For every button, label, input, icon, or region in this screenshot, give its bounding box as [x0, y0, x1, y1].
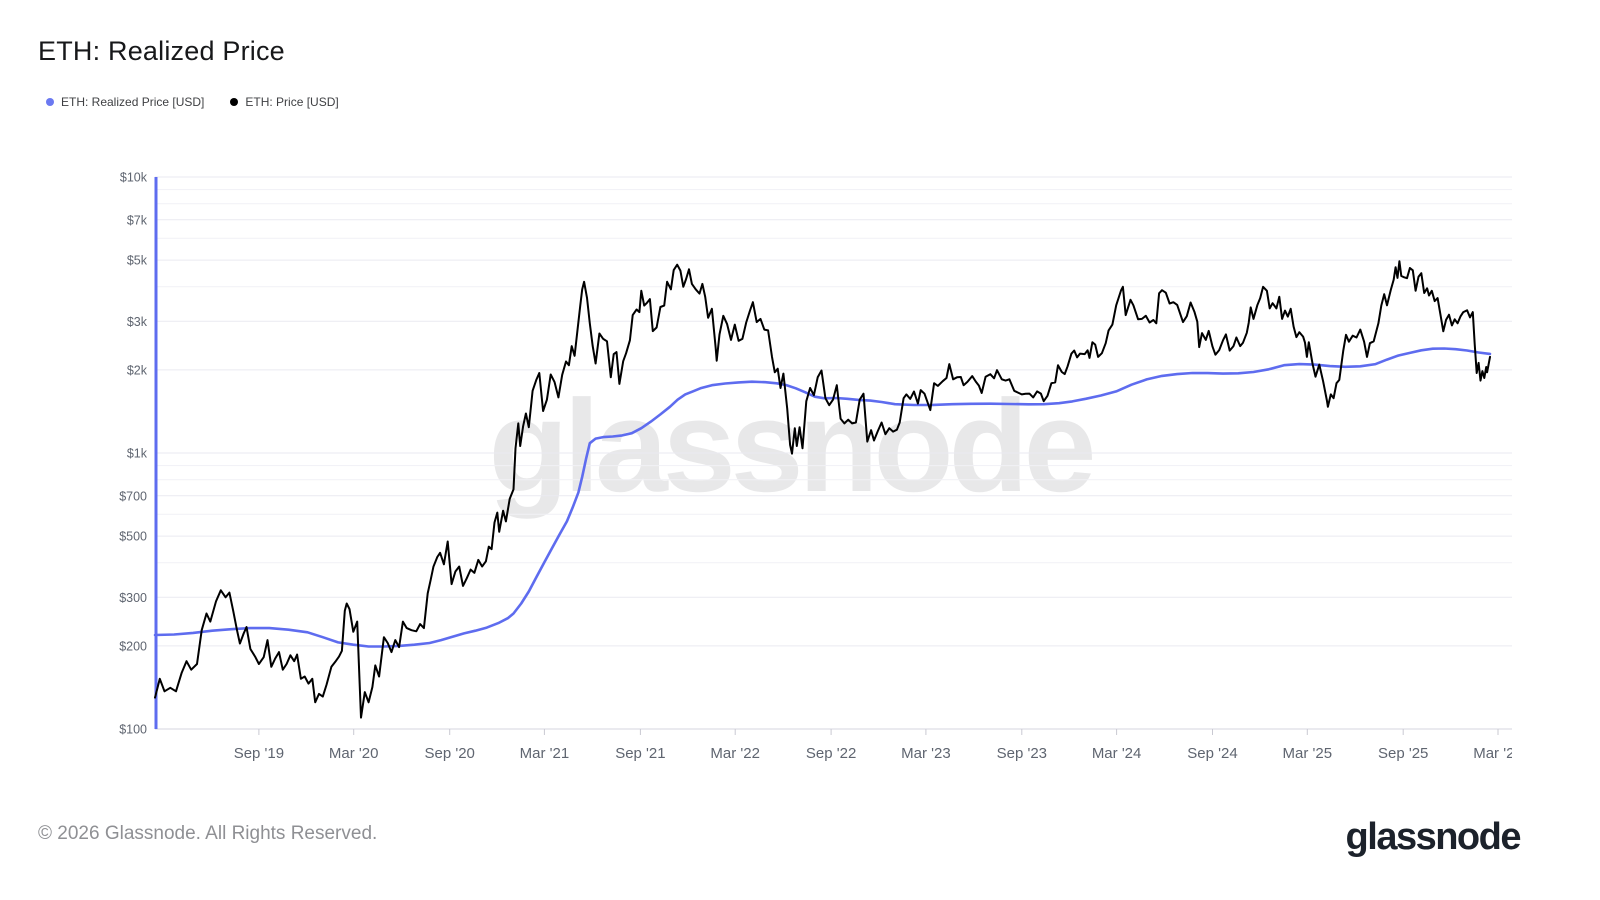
svg-text:Sep '20: Sep '20	[424, 745, 474, 762]
svg-text:$300: $300	[119, 591, 147, 605]
svg-text:Mar '21: Mar '21	[520, 745, 570, 762]
svg-text:Mar '20: Mar '20	[329, 745, 379, 762]
legend-item-realized-price[interactable]: ETH: Realized Price [USD]	[46, 95, 204, 109]
svg-text:$2k: $2k	[127, 363, 148, 377]
svg-text:Mar '24: Mar '24	[1092, 745, 1142, 762]
svg-text:Sep '22: Sep '22	[806, 745, 856, 762]
svg-text:$200: $200	[119, 639, 147, 653]
legend-label-price: ETH: Price [USD]	[245, 95, 339, 109]
svg-text:Sep '19: Sep '19	[234, 745, 284, 762]
svg-text:$10k: $10k	[120, 171, 148, 185]
legend-marker-realized-price	[46, 98, 54, 106]
svg-text:$700: $700	[119, 489, 147, 503]
legend-marker-price	[230, 98, 239, 106]
svg-text:Mar '25: Mar '25	[1283, 745, 1333, 762]
svg-text:$3k: $3k	[127, 315, 148, 329]
svg-text:$1k: $1k	[127, 447, 148, 461]
chart-area[interactable]: $10k $7k $5k $3k $2k $1k $700 $500 $300 $200 $100 S…	[0, 150, 1512, 800]
svg-text:$5k: $5k	[127, 254, 148, 268]
svg-text:Sep '25: Sep '25	[1378, 745, 1428, 762]
svg-text:Sep '21: Sep '21	[615, 745, 665, 762]
svg-text:Mar '23: Mar '23	[901, 745, 951, 762]
svg-text:Sep '24: Sep '24	[1187, 745, 1237, 762]
glassnode-logo: glassnode	[1345, 816, 1522, 858]
svg-text:Sep '23: Sep '23	[997, 745, 1047, 762]
svg-text:$7k: $7k	[127, 213, 148, 227]
svg-text:Mar '26: Mar '26	[1473, 745, 1512, 762]
svg-text:Mar '22: Mar '22	[710, 745, 760, 762]
page-title: ETH: Realized Price	[38, 36, 285, 66]
copyright-text: © 2026 Glassnode. All Rights Reserved.	[38, 823, 378, 844]
legend-label-realized-price: ETH: Realized Price [USD]	[61, 95, 205, 109]
svg-text:$100: $100	[119, 723, 147, 737]
svg-text:$500: $500	[119, 530, 147, 544]
price-chart-canvas[interactable]: $10k $7k $5k $3k $2k $1k $700 $500 $300 $200 $100 S…	[0, 150, 1512, 800]
legend-item-price[interactable]: ETH: Price [USD]	[230, 95, 339, 109]
legend: ETH: Realized Price [USD] ETH: Price [US…	[46, 95, 339, 109]
